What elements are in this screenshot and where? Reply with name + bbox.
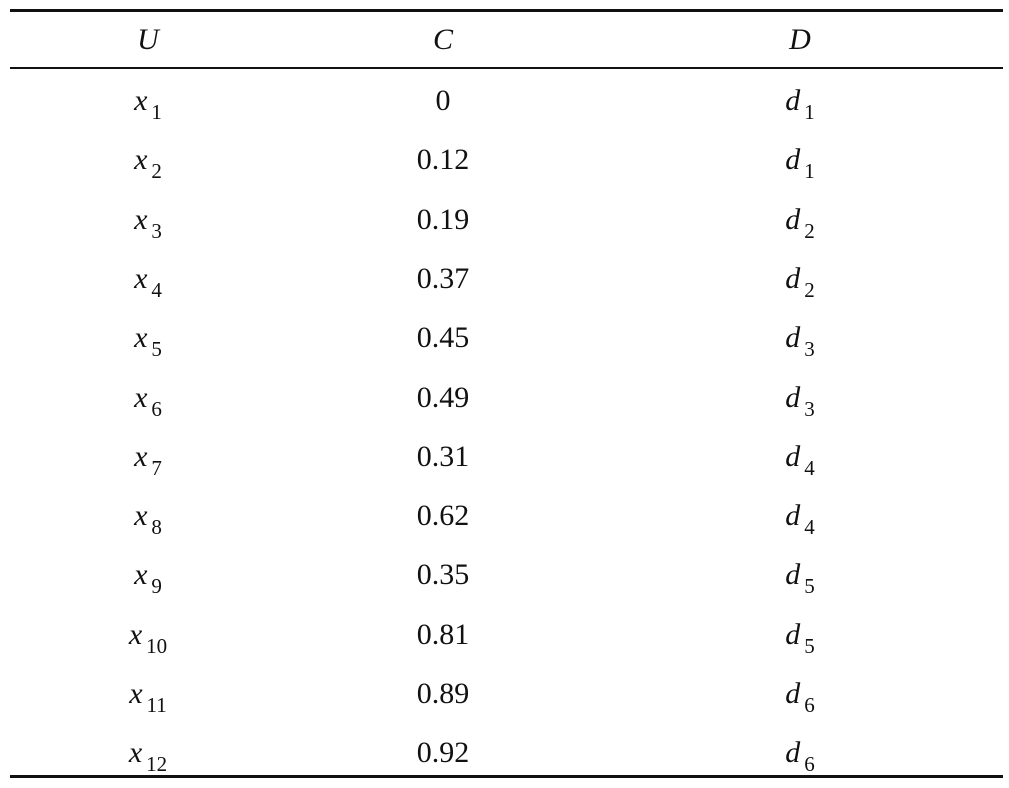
table-cell: 0.62 <box>416 499 470 533</box>
variable: x <box>134 143 148 177</box>
table-cell: 0.37 <box>416 261 470 295</box>
variable: x <box>134 202 148 236</box>
table-cell: 0.35 <box>416 558 470 592</box>
subscript: 8 <box>151 515 162 540</box>
subscript: 5 <box>151 337 162 362</box>
table-cell: 0.49 <box>416 380 470 414</box>
subscript: 5 <box>804 633 815 658</box>
variable: x <box>128 736 143 770</box>
table-cell: x 12 <box>0 735 298 777</box>
table-cell: 0.31 <box>416 439 470 473</box>
variable: x <box>134 499 148 533</box>
subscript: 6 <box>804 693 815 717</box>
variable: x <box>128 617 143 651</box>
subscript: 6 <box>151 396 162 421</box>
variable: d <box>785 202 801 236</box>
table-cell: 0.12 <box>416 143 470 177</box>
variable: x <box>134 261 148 295</box>
table-cell: 0.19 <box>416 202 470 236</box>
subscript: 1 <box>804 159 815 184</box>
variable: d <box>785 499 801 533</box>
variable: x <box>129 677 143 710</box>
table-cell: 0.81 <box>416 617 470 651</box>
subscript: 4 <box>151 277 162 302</box>
variable: d <box>785 143 801 177</box>
variable: d <box>785 380 801 414</box>
variable: x <box>134 321 148 355</box>
variable: d <box>785 261 801 295</box>
header-rule <box>10 67 1003 69</box>
table-cell: 0.92 <box>416 736 470 770</box>
table-cell: 0.89 <box>416 677 470 710</box>
subscript: 11 <box>146 693 167 717</box>
subscript: 4 <box>804 455 815 480</box>
subscript: 1 <box>151 100 162 124</box>
header-cell: U <box>137 23 159 56</box>
subscript: 1 <box>804 100 815 124</box>
subscript: 6 <box>804 752 815 777</box>
table-cell: 0.45 <box>416 321 470 355</box>
top-rule <box>10 9 1003 12</box>
variable: x <box>134 84 148 117</box>
subscript: 9 <box>151 574 162 599</box>
subscript: 3 <box>151 218 162 243</box>
variable: d <box>785 439 801 473</box>
variable: d <box>785 677 801 710</box>
variable: x <box>134 439 148 473</box>
header-cell: C <box>432 23 453 56</box>
header-cell: D <box>789 23 811 56</box>
subscript: 7 <box>151 455 162 480</box>
subscript: 10 <box>146 633 168 658</box>
table-cell: x 11 <box>0 676 298 717</box>
variable: d <box>785 558 801 592</box>
variable: d <box>785 617 801 651</box>
variable: x <box>134 558 148 592</box>
subscript: 2 <box>151 159 162 184</box>
variable: d <box>785 736 801 770</box>
subscript: 3 <box>804 396 815 421</box>
subscript: 5 <box>804 574 815 599</box>
subscript: 12 <box>146 752 168 777</box>
variable: x <box>134 380 148 414</box>
subscript: 2 <box>804 218 815 243</box>
subscript: 3 <box>804 337 815 362</box>
subscript: 4 <box>804 515 815 540</box>
subscript: 2 <box>804 277 815 302</box>
bottom-rule <box>10 775 1003 778</box>
variable: d <box>785 321 801 355</box>
table-cell: x 10 <box>0 617 298 658</box>
table-cell: 0 <box>435 84 451 117</box>
variable: d <box>785 84 801 117</box>
